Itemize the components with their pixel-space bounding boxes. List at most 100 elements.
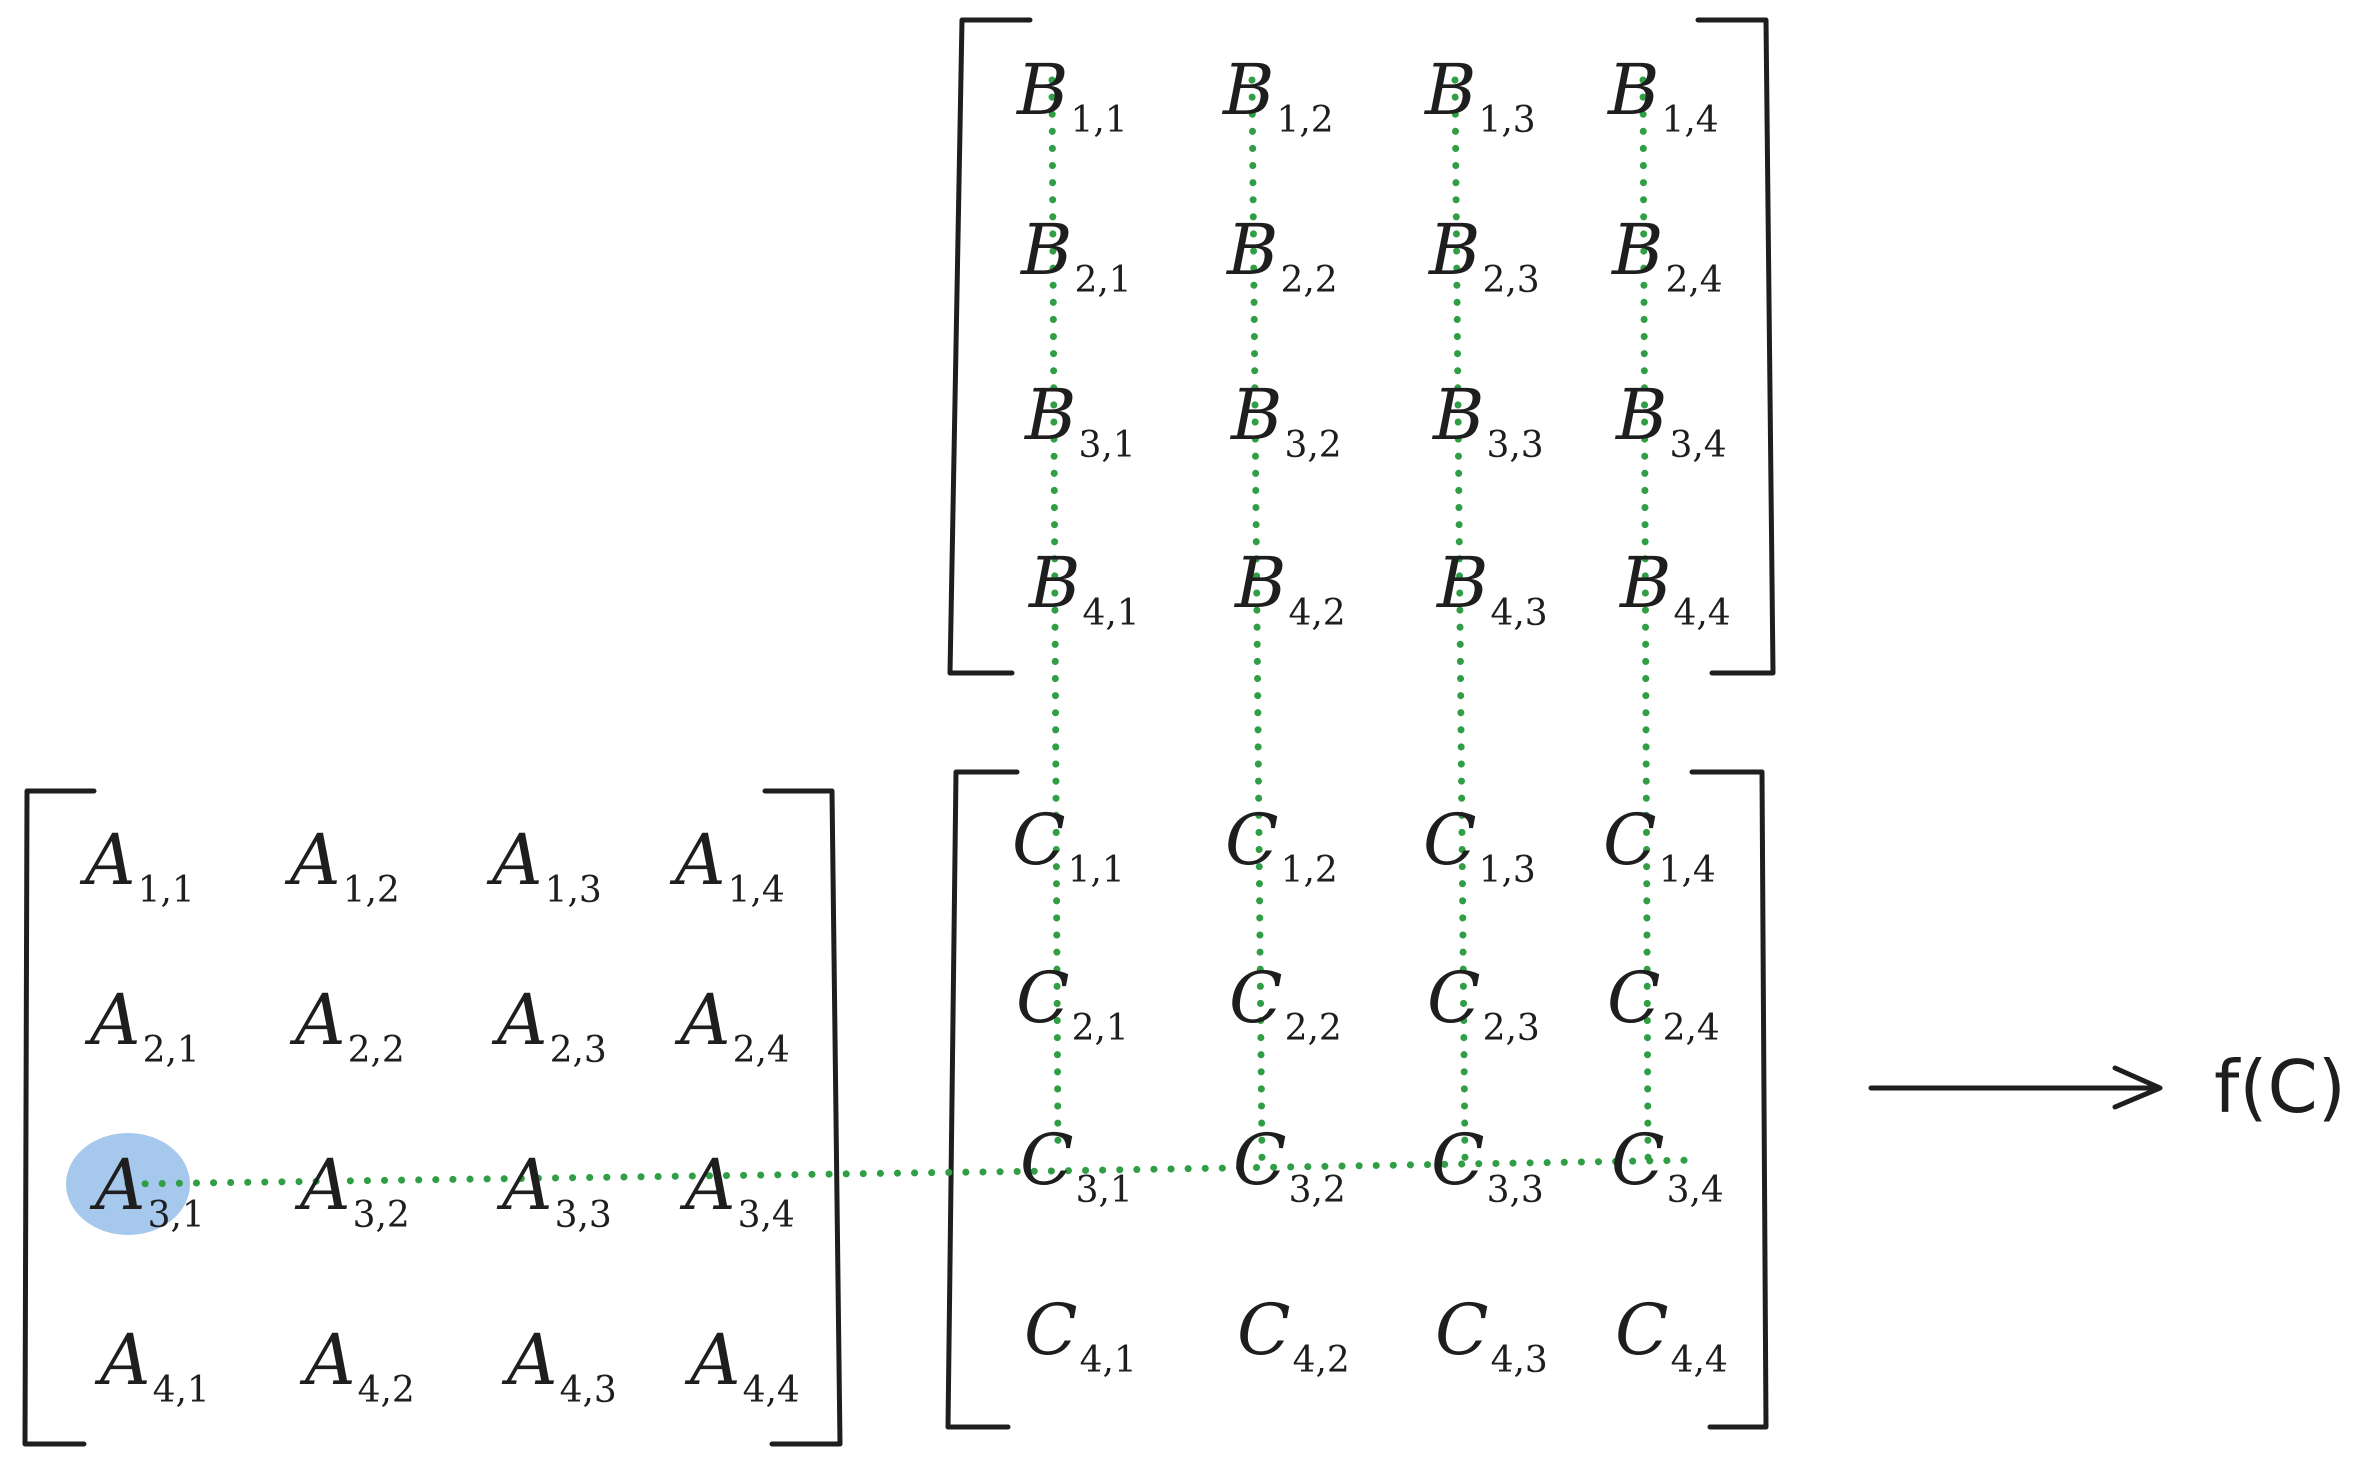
matrix-a-cell-2-2: A2,2 xyxy=(295,985,405,1069)
cell-subscript: 3,3 xyxy=(554,1195,612,1236)
cell-symbol: C xyxy=(1435,1289,1489,1371)
cell-symbol: C xyxy=(1237,1289,1291,1371)
cell-symbol: B xyxy=(1021,209,1073,291)
matrix-b-cell-3-4: B3,4 xyxy=(1616,380,1727,464)
cell-symbol: A xyxy=(680,979,731,1061)
cell-subscript: 3,1 xyxy=(1078,425,1136,466)
cell-symbol: B xyxy=(1433,374,1485,456)
cell-subscript: 1,2 xyxy=(342,870,400,911)
matrix-b-left-bracket xyxy=(947,17,1033,676)
output-label: f(C) xyxy=(2214,1045,2346,1129)
cell-subscript: 3,4 xyxy=(1669,425,1727,466)
cell-subscript: 4,4 xyxy=(742,1370,800,1411)
cell-subscript: 4,2 xyxy=(1288,593,1346,634)
cell-symbol: A xyxy=(90,979,141,1061)
cell-symbol: A xyxy=(305,1319,356,1401)
cell-subscript: 1,1 xyxy=(1070,100,1128,141)
cell-symbol: A xyxy=(497,979,548,1061)
cell-symbol: A xyxy=(85,819,136,901)
cell-symbol: A xyxy=(492,819,543,901)
cell-symbol: C xyxy=(1607,957,1661,1039)
dotted-path-row-3 xyxy=(124,1156,1704,1188)
cell-symbol: A xyxy=(295,979,346,1061)
matrix-a-right-bracket xyxy=(762,788,843,1447)
matrix-c-cell-2-4: C2,4 xyxy=(1607,963,1720,1047)
matrix-a-cell-1-1: A1,1 xyxy=(85,825,195,909)
matrix-b-cell-3-2: B3,2 xyxy=(1231,380,1342,464)
cell-symbol: B xyxy=(1223,49,1275,131)
matrix-c-cell-4-4: C4,4 xyxy=(1615,1295,1728,1379)
cell-symbol: C xyxy=(1615,1289,1669,1371)
cell-subscript: 4,1 xyxy=(152,1370,210,1411)
cell-symbol: C xyxy=(1024,1289,1078,1371)
cell-subscript: 3,2 xyxy=(1284,425,1342,466)
cell-symbol: B xyxy=(1425,49,1477,131)
cell-symbol: A xyxy=(507,1319,558,1401)
matrix-b-cell-4-2: B4,2 xyxy=(1235,548,1346,632)
matrix-b-cell-2-3: B2,3 xyxy=(1429,215,1540,299)
cell-subscript: 2,1 xyxy=(1074,260,1132,301)
cell-subscript: 1,1 xyxy=(137,870,195,911)
cell-subscript: 2,2 xyxy=(1280,260,1338,301)
cell-subscript: 4,1 xyxy=(1082,593,1140,634)
matrix-b-cell-2-2: B2,2 xyxy=(1227,215,1338,299)
cell-subscript: 3,3 xyxy=(1486,425,1544,466)
cell-subscript: 1,3 xyxy=(544,870,602,911)
cell-symbol: B xyxy=(1608,49,1660,131)
matrix-b-cell-4-4: B4,4 xyxy=(1620,548,1731,632)
matrix-a-cell-3-4: A3,4 xyxy=(685,1150,795,1234)
cell-symbol: A xyxy=(290,819,341,901)
cell-subscript: 3,4 xyxy=(1666,1170,1724,1211)
matrix-c-right-bracket xyxy=(1689,769,1769,1430)
cell-subscript: 2,2 xyxy=(1284,1008,1342,1049)
cell-symbol: C xyxy=(1012,799,1066,881)
matrix-c-cell-2-3: C2,3 xyxy=(1427,963,1540,1047)
cell-subscript: 1,2 xyxy=(1280,850,1338,891)
cell-symbol: C xyxy=(1233,1119,1287,1201)
cell-symbol: C xyxy=(1423,799,1477,881)
matrix-b-cell-1-1: B1,1 xyxy=(1017,55,1128,139)
cell-subscript: 3,1 xyxy=(147,1195,205,1236)
cell-symbol: C xyxy=(1020,1119,1074,1201)
cell-subscript: 1,3 xyxy=(1478,850,1536,891)
cell-subscript: 2,3 xyxy=(1482,260,1540,301)
matrix-c-cell-3-4: C3,4 xyxy=(1611,1125,1724,1209)
matrix-c-cell-1-3: C1,3 xyxy=(1423,805,1536,889)
matrix-c-cell-4-2: C4,2 xyxy=(1237,1295,1350,1379)
cell-subscript: 3,2 xyxy=(1288,1170,1346,1211)
cell-symbol: C xyxy=(1225,799,1279,881)
cell-symbol: A xyxy=(502,1144,553,1226)
matrix-b-cell-2-1: B2,1 xyxy=(1021,215,1132,299)
cell-subscript: 1,3 xyxy=(1478,100,1536,141)
cell-symbol: A xyxy=(95,1144,146,1226)
matrix-a-cell-4-2: A4,2 xyxy=(305,1325,415,1409)
cell-symbol: B xyxy=(1231,374,1283,456)
matrix-c-cell-4-1: C4,1 xyxy=(1024,1295,1137,1379)
cell-symbol: A xyxy=(100,1319,151,1401)
cell-subscript: 3,2 xyxy=(352,1195,410,1236)
matrix-a-cell-2-1: A2,1 xyxy=(90,985,200,1069)
cell-subscript: 2,3 xyxy=(549,1030,607,1071)
matrix-b-cell-1-3: B1,3 xyxy=(1425,55,1536,139)
matrix-b-cell-4-3: B4,3 xyxy=(1437,548,1548,632)
matrix-b-cell-1-4: B1,4 xyxy=(1608,55,1719,139)
matrix-a-cell-2-3: A2,3 xyxy=(497,985,607,1069)
matrix-a-cell-1-3: A1,3 xyxy=(492,825,602,909)
cell-symbol: C xyxy=(1431,1119,1485,1201)
cell-subscript: 2,3 xyxy=(1482,1008,1540,1049)
cell-subscript: 4,3 xyxy=(1490,593,1548,634)
cell-subscript: 3,4 xyxy=(737,1195,795,1236)
matrix-c-cell-1-1: C1,1 xyxy=(1012,805,1125,889)
matrix-b-cell-3-1: B3,1 xyxy=(1025,380,1136,464)
cell-symbol: B xyxy=(1620,542,1672,624)
matrix-a-cell-4-3: A4,3 xyxy=(507,1325,617,1409)
cell-symbol: B xyxy=(1017,49,1069,131)
matrix-c-cell-2-2: C2,2 xyxy=(1229,963,1342,1047)
cell-subscript: 2,1 xyxy=(1071,1008,1129,1049)
matrix-a-cell-1-4: A1,4 xyxy=(675,825,785,909)
cell-subscript: 4,4 xyxy=(1673,593,1731,634)
cell-symbol: A xyxy=(675,819,726,901)
cell-symbol: C xyxy=(1603,799,1657,881)
